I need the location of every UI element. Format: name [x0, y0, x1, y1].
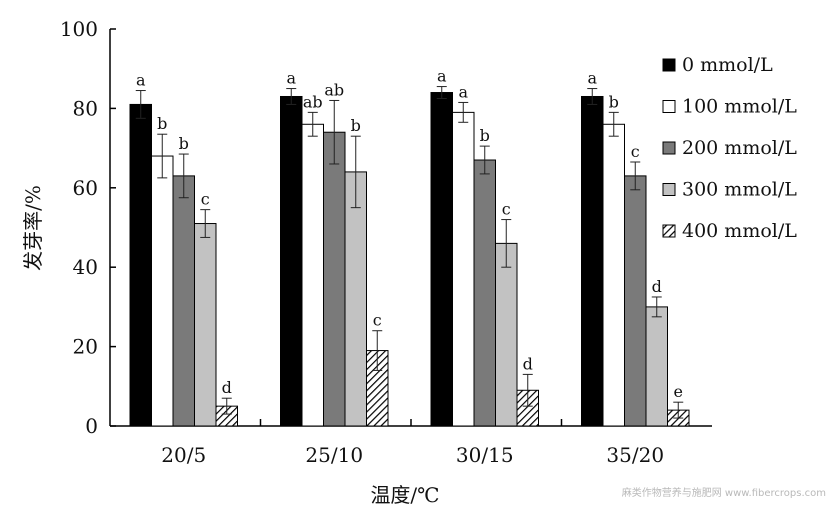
significance-label: c	[502, 200, 511, 219]
y-tick-label: 40	[73, 255, 98, 279]
legend-label: 100 mmol/L	[682, 96, 797, 118]
bar	[624, 175, 647, 427]
y-tick-label: 60	[73, 176, 98, 200]
legend-swatch	[662, 183, 676, 196]
y-tick-label: 0	[85, 414, 98, 438]
bar	[129, 103, 152, 427]
significance-label: ab	[303, 92, 323, 111]
bar	[344, 171, 367, 427]
watermark: 麻类作物营养与施肥网 www.fibercrops.com	[622, 486, 826, 499]
bar	[301, 123, 324, 427]
y-tick-label: 20	[73, 335, 98, 359]
legend-swatch	[662, 58, 676, 72]
legend-label: 0 mmol/L	[682, 54, 773, 76]
significance-label: b	[609, 92, 619, 111]
significance-label: d	[652, 277, 662, 296]
x-tick-label: 35/20	[606, 443, 664, 467]
axes: 0 20 40 60 80 100 20/5 25/10 30/15 35/20	[60, 17, 712, 467]
legend-label: 400 mmol/L	[682, 220, 797, 242]
legend: 0 mmol/L 100 mmol/L 200 mmol/L 300 mmol/L 40…	[662, 54, 797, 242]
x-tick-label: 20/5	[161, 443, 206, 467]
bar	[194, 223, 217, 427]
y-tick-label: 80	[73, 96, 98, 120]
significance-label: a	[458, 82, 468, 101]
significance-label: e	[674, 382, 683, 401]
y-tick-label: 100	[60, 17, 98, 41]
x-axis-label: 温度/℃	[370, 483, 439, 507]
legend-swatch	[662, 224, 676, 238]
bar	[430, 92, 453, 427]
significance-label: a	[587, 69, 597, 88]
bar	[602, 123, 625, 427]
significance-label: b	[157, 114, 167, 133]
bar	[172, 175, 195, 427]
bar	[323, 131, 346, 427]
bar	[495, 242, 518, 427]
significance-label: a	[437, 67, 447, 86]
significance-label: a	[136, 71, 146, 90]
significance-label: d	[523, 354, 533, 373]
legend-label: 200 mmol/L	[682, 137, 797, 159]
x-tick-label: 30/15	[456, 443, 514, 467]
significance-label: b	[179, 134, 189, 153]
bar	[452, 111, 475, 427]
significance-label: a	[286, 69, 296, 88]
bar	[581, 95, 604, 427]
significance-label: b	[480, 126, 490, 145]
y-axis-label: 发芽率/%	[21, 185, 45, 271]
significance-label: c	[201, 190, 210, 209]
legend-swatch	[662, 141, 676, 155]
bar	[151, 155, 174, 427]
significance-label: d	[222, 378, 232, 397]
bar	[645, 306, 668, 427]
significance-label: ab	[324, 80, 344, 99]
significance-label: c	[631, 142, 640, 161]
legend-label: 300 mmol/L	[682, 179, 797, 201]
bar	[280, 95, 303, 427]
x-tick-label: 25/10	[305, 443, 363, 467]
bar	[473, 159, 496, 427]
legend-swatch	[662, 100, 676, 113]
significance-label: c	[373, 311, 382, 330]
significance-label: b	[351, 116, 361, 135]
